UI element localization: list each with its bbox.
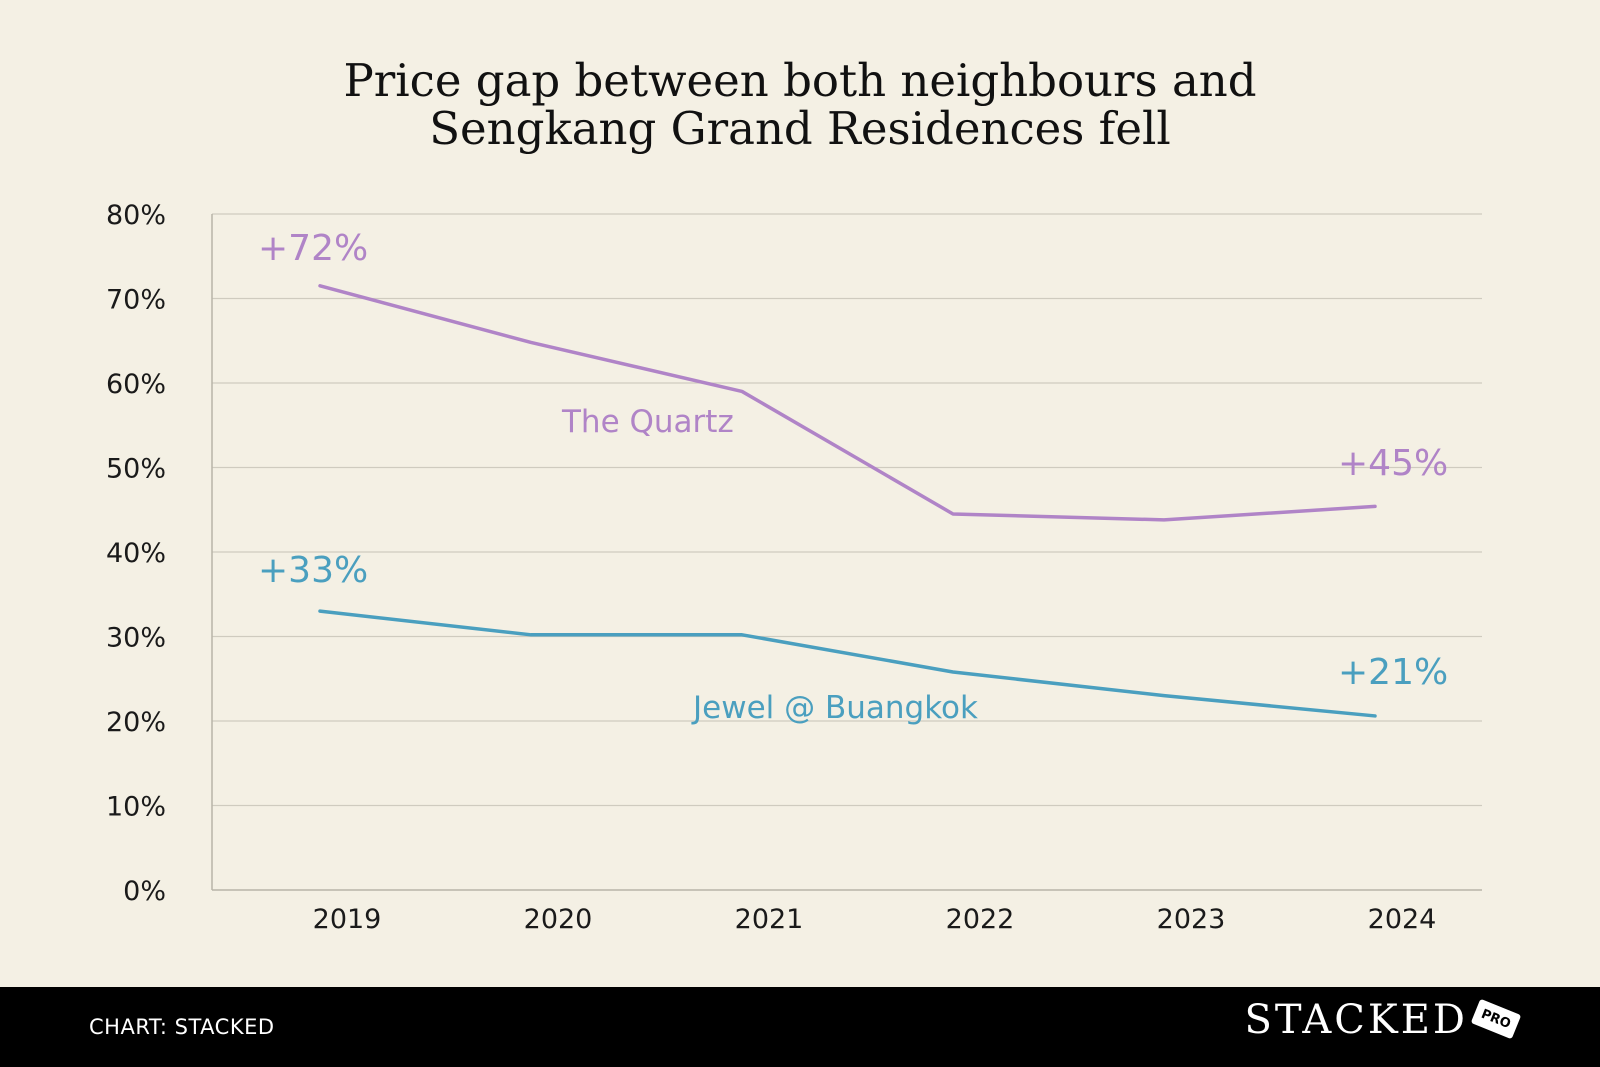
pro-badge: PRO — [1470, 998, 1522, 1040]
y-tick-label-0: 0% — [123, 876, 166, 907]
line-chart: Price gap between both neighbours and Se… — [106, 54, 1482, 935]
data-label-jewel-2019: +33% — [258, 550, 368, 591]
series-line-jewel-buangkok — [318, 609, 1377, 718]
y-tick-label-70: 70% — [106, 285, 166, 316]
footer-bar: CHART: STACKED STACKED PRO — [0, 987, 1600, 1067]
y-tick-label-10: 10% — [106, 792, 166, 823]
data-label-jewel-2024: +21% — [1338, 652, 1448, 693]
chart-title-line-2: Sengkang Grand Residences fell — [429, 102, 1171, 155]
series-line-the-quartz — [318, 284, 1377, 522]
data-label-quartz-2024: +45% — [1338, 443, 1448, 484]
y-tick-label-50: 50% — [106, 454, 166, 485]
y-tick-label-20: 20% — [106, 707, 166, 738]
y-tick-label-80: 80% — [106, 200, 166, 231]
chart-credit: CHART: STACKED — [89, 1015, 275, 1039]
x-tick-label-2020: 2020 — [524, 904, 593, 935]
series-label-jewel-buangkok: Jewel @ Buangkok — [691, 690, 978, 726]
x-axis-ticks: 2019 2020 2021 2022 2023 2024 — [313, 904, 1437, 935]
y-tick-label-40: 40% — [106, 538, 166, 569]
x-tick-label-2024: 2024 — [1368, 904, 1437, 935]
y-axis-ticks: 0% 10% 20% 30% 40% 50% 60% 70% 80% — [106, 200, 166, 907]
stacked-logo: STACKED — [1244, 997, 1468, 1043]
data-label-quartz-2019: +72% — [258, 228, 368, 269]
series-label-the-quartz: The Quartz — [561, 404, 734, 440]
x-tick-label-2019: 2019 — [313, 904, 382, 935]
chart-title-line-1: Price gap between both neighbours and — [343, 54, 1256, 107]
y-tick-label-30: 30% — [106, 623, 166, 654]
y-tick-label-60: 60% — [106, 369, 166, 400]
grid-lines — [211, 213, 1482, 891]
x-tick-label-2023: 2023 — [1157, 904, 1226, 935]
x-tick-label-2022: 2022 — [946, 904, 1015, 935]
x-tick-label-2021: 2021 — [735, 904, 804, 935]
series-lines — [318, 284, 1377, 718]
